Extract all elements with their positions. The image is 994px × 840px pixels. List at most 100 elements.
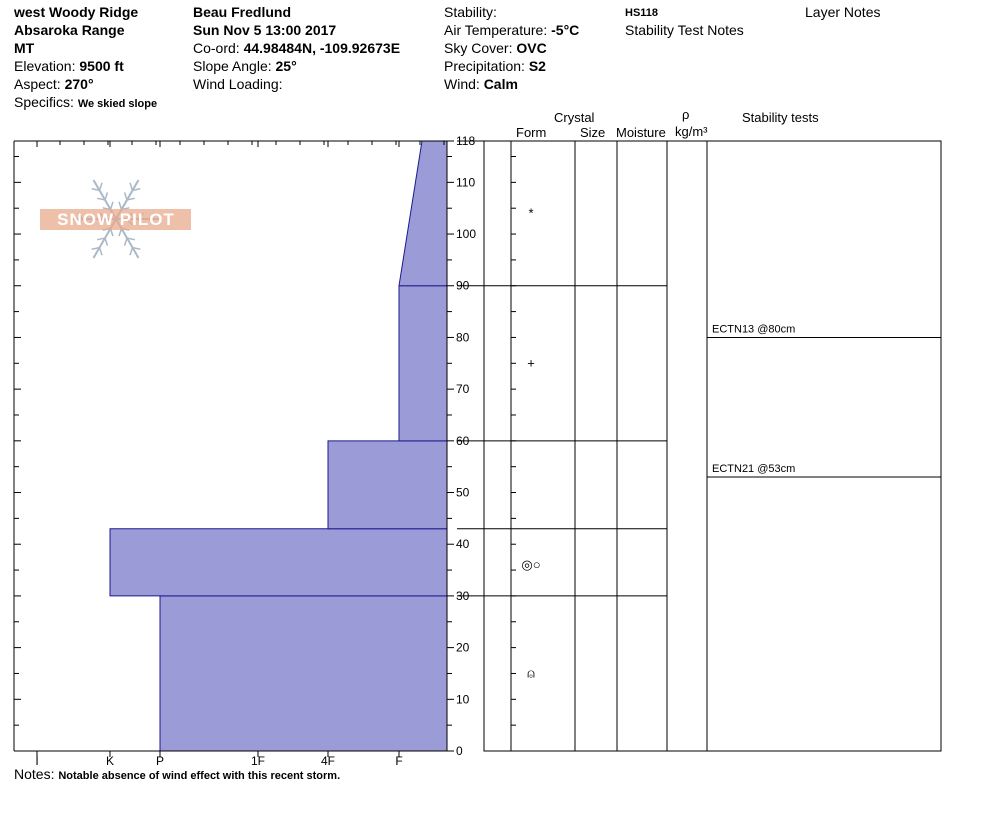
density-unit: kg/m³ [675,124,708,139]
elevation-value: 9500 ft [79,58,124,74]
crystal-form-symbol: * [528,205,533,220]
snowflake-branch [98,182,103,191]
y-tick-label: 30 [456,589,470,603]
coord-label: Co-ord: [193,40,240,56]
aspect-value: 270° [64,76,94,92]
logo-banner [40,209,191,230]
observation-datetime: Sun Nov 5 13:00 2017 [193,22,337,38]
density-stability-box [666,140,942,752]
hardness-layer-bar [327,440,448,530]
crystal-form-symbol: ◎○ [521,557,540,572]
y-tick-label: 0 [456,744,463,758]
air-temp-row: Air Temperature: -5°C [444,22,579,38]
hardness-layer-bar [109,528,448,597]
snowflake-branch [97,237,106,241]
hardness-layer-bar [159,595,448,752]
coord-row: Co-ord: 44.98484N, -109.92673E [193,40,400,56]
stability-label: Stability: [444,4,497,20]
snowflake-branch [104,192,109,201]
precip-value: S2 [528,58,546,74]
observer-name: Beau Fredlund [193,4,292,20]
wind-loading-label: Wind Loading: [193,76,283,92]
slope-row: Slope Angle: 25° [193,58,297,74]
chart-marks: I K P 1F 4F F 0 10 20 30 40 50 60 70 80 90 100 110 118 * + ◎○… [14,134,795,768]
specifics-label: Specifics: [14,94,74,110]
stability-test-notes-label: Stability Test Notes [625,22,744,38]
snowflake-branch [126,237,135,241]
y-tick-label: 70 [456,382,470,396]
sky-row: Sky Cover: OVC [444,40,547,56]
hardness-tick-label: 1F [251,754,265,768]
hardness-layer-bar [398,285,448,442]
snowflake-branch [91,246,100,250]
wind-row: Wind: Calm [444,76,518,92]
coord-value: 44.98484N, -109.92673E [243,40,401,56]
y-tick-label: 40 [456,537,470,551]
snowflake-branch [123,192,128,201]
snowflake-branch [126,197,135,201]
y-tick-label: 110 [456,175,475,189]
logo-text: SNOW PILOT [57,210,175,229]
crystal-form-symbol: ⍝ [527,665,535,680]
aspect-row: Aspect: 270° [14,76,94,92]
stability-test-label: ECTN21 @53cm [712,463,795,475]
y-tick-label: 90 [456,279,470,293]
y-tick-label: 100 [456,227,476,241]
snowflake-branch [129,182,134,191]
moisture-header: Moisture [616,125,666,140]
form-header: Form [516,125,547,140]
hardness-tick-label: K [106,754,114,768]
snowflake-branch [104,237,109,246]
stability-tests-header: Stability tests [742,110,819,125]
hardness-tick-label: 4F [321,754,335,768]
snowflake-branch [123,237,128,246]
range-name: Absaroka Range [14,22,125,38]
state-name: MT [14,40,35,56]
precip-label: Precipitation: [444,58,525,74]
size-header: Size [580,125,606,140]
snowflake-branch [118,201,123,210]
snowflake-branch [97,197,106,201]
snowflake-branch [98,247,103,256]
elevation-row: Elevation: 9500 ft [14,58,124,74]
specifics-value: We skied slope [77,98,158,110]
air-temp-value: -5°C [551,22,580,38]
notes-row: Notes: Notable absence of wind effect wi… [14,766,340,782]
crystal-form-symbol: + [527,355,535,370]
snowflake-branch [129,247,134,256]
notes-label: Notes: [14,766,55,782]
y-tick-label: 10 [456,692,470,706]
snowpilot-logo: SNOW PILOT [40,179,191,259]
snowflake-branch [91,188,100,192]
y-tick-label: 80 [456,330,470,344]
y-tick-label: 50 [456,486,470,500]
hardness-tick-label: F [395,754,402,768]
hardness-tick-label: P [156,754,164,768]
hardness-layer-bar [398,140,448,287]
hardness-tick-label: I [35,754,38,768]
precip-row: Precipitation: S2 [444,58,546,74]
sky-label: Sky Cover: [444,40,513,56]
slope-value: 25° [275,58,297,74]
hardness-layers [109,140,448,752]
aspect-label: Aspect: [14,76,61,92]
y-tick-label: 60 [456,434,470,448]
slope-label: Slope Angle: [193,58,272,74]
sky-value: OVC [516,40,547,56]
snowflake-branch [109,201,114,210]
wind-label: Wind: [444,76,480,92]
density-symbol: ρ [682,107,690,122]
layer-table-grid [457,140,942,752]
y-tick-label: 118 [456,134,475,148]
y-tick-label: 20 [456,641,470,655]
wind-value: Calm [483,76,518,92]
elevation-label: Elevation: [14,58,76,74]
stability-test-label: ECTN13 @80cm [712,323,795,335]
snowflake-branch [132,246,141,250]
air-temp-label: Air Temperature: [444,22,548,38]
hardness-chart-frame [13,140,448,752]
notes-value: Notable absence of wind effect with this… [58,770,341,782]
location-name: west Woody Ridge [14,4,139,20]
crystal-header: Crystal [554,110,595,125]
